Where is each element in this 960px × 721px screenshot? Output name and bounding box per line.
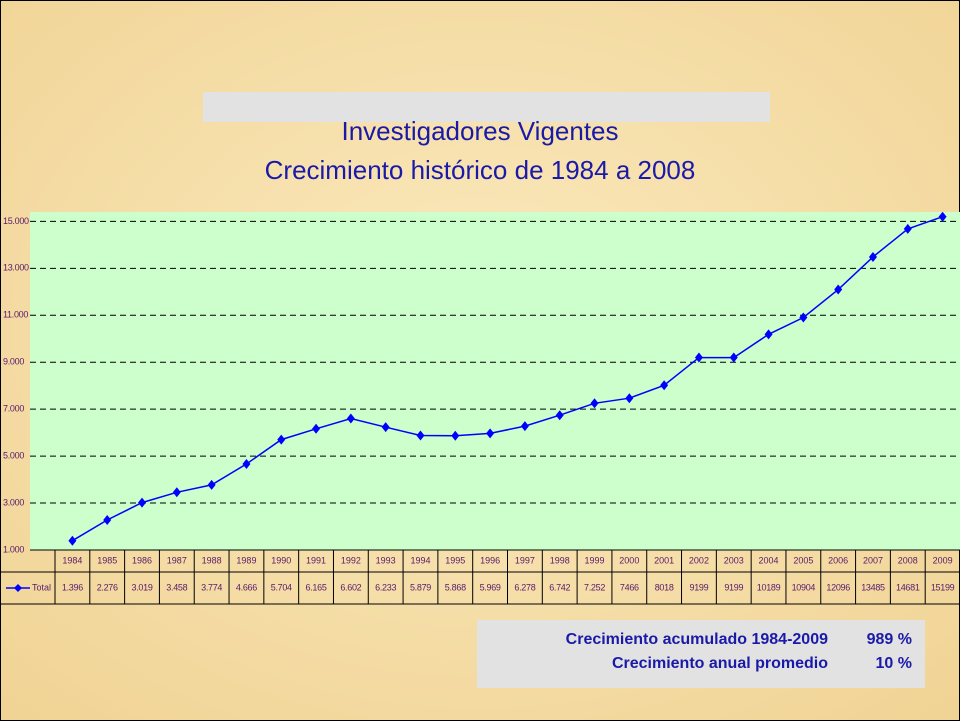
x-tick-label: 1984 [62,555,82,565]
y-tick-label: 7.000 [3,404,24,414]
data-point [694,352,703,363]
data-label: 6.233 [375,582,396,592]
y-tick-label: 15.000 [3,216,29,226]
data-point [172,487,181,498]
x-tick-label: 2001 [654,555,674,565]
annotation-value: 10 % [876,655,912,672]
x-tick-label: 2002 [689,555,709,565]
data-label: 3.458 [166,582,187,592]
data-label: 13485 [861,582,885,592]
data-point [346,413,355,424]
data-label: 10189 [757,582,781,592]
data-label: 5.868 [445,582,466,592]
x-tick-label: 1990 [271,555,291,565]
data-point [834,284,843,295]
data-point [68,535,77,546]
x-tick-label: 1989 [236,555,256,565]
data-point [138,497,147,508]
x-tick-label: 2008 [898,555,918,565]
data-label: 6.165 [306,582,327,592]
x-tick-label: 1996 [480,555,500,565]
data-point [242,458,251,469]
y-tick-label: 5.000 [3,450,24,460]
data-label: 5.969 [480,582,501,592]
data-point [625,393,634,404]
data-label: 10904 [792,582,816,592]
data-point [764,329,773,340]
chart-title: Investigadores Vigentes [341,116,618,146]
y-tick-label: 11.000 [3,310,28,320]
title-box [203,92,770,122]
data-point [312,423,321,434]
x-tick-label: 2004 [759,555,779,565]
data-point [381,422,390,433]
x-tick-label: 2003 [724,555,744,565]
x-tick-label: 1991 [306,555,326,565]
data-label: 2.276 [97,582,118,592]
legend-marker [14,584,22,592]
data-point [799,312,808,323]
data-label: 5.704 [271,582,292,592]
data-point [103,515,112,526]
data-label: 9199 [690,582,709,592]
annotation-box [477,620,925,688]
y-tick-label: 1.000 [3,544,24,554]
data-point [486,428,495,439]
data-label: 9199 [724,582,743,592]
x-tick-label: 1987 [167,555,187,565]
x-tick-label: 1998 [550,555,570,565]
data-point [451,430,460,441]
x-tick-label: 1997 [515,555,535,565]
x-tick-label: 1995 [445,555,465,565]
x-tick-label: 2005 [793,555,813,565]
data-point [416,430,425,441]
data-point [903,223,912,234]
data-label: 4.666 [236,582,257,592]
data-label: 12096 [826,582,850,592]
x-tick-label: 2007 [863,555,883,565]
data-point [207,479,216,490]
y-tick-label: 13.000 [3,263,29,273]
x-tick-label: 2006 [828,555,848,565]
data-label: 5.879 [410,582,431,592]
data-label: 6.278 [514,582,535,592]
y-tick-label: 9.000 [3,357,24,367]
series-line [72,215,943,542]
data-label: 6.602 [340,582,361,592]
data-point [660,380,669,391]
plot-area [30,212,960,550]
data-point [938,211,947,222]
x-tick-label: 1985 [97,555,117,565]
data-label: 1.396 [62,582,83,592]
data-point [729,352,738,363]
y-tick-label: 3.000 [3,497,24,507]
x-tick-label: 1994 [410,555,430,565]
annotation-value: 989 % [867,631,912,648]
x-tick-label: 1986 [132,555,152,565]
x-tick-label: 2000 [619,555,639,565]
annotation-label: Crecimiento acumulado 1984-2009 [566,631,828,648]
data-point [555,410,564,421]
data-point [520,421,529,432]
x-tick-label: 1993 [376,555,396,565]
data-label: 7466 [620,582,639,592]
annotation-label: Crecimiento anual promedio [612,655,828,672]
data-label: 14681 [896,582,920,592]
data-label: 15199 [931,582,955,592]
x-tick-label: 1988 [202,555,222,565]
data-label: 6.742 [549,582,570,592]
data-point [590,398,599,409]
data-point [868,251,877,262]
x-tick-label: 2009 [933,555,953,565]
data-point [277,434,286,445]
legend-label: Total [32,582,51,592]
data-label: 3.774 [201,582,222,592]
data-label: 8018 [655,582,674,592]
data-label: 3.019 [132,582,153,592]
x-tick-label: 1992 [341,555,361,565]
chart-subtitle: Crecimiento histórico de 1984 a 2008 [265,155,696,185]
data-label: 7.252 [584,582,605,592]
x-tick-label: 1999 [585,555,605,565]
